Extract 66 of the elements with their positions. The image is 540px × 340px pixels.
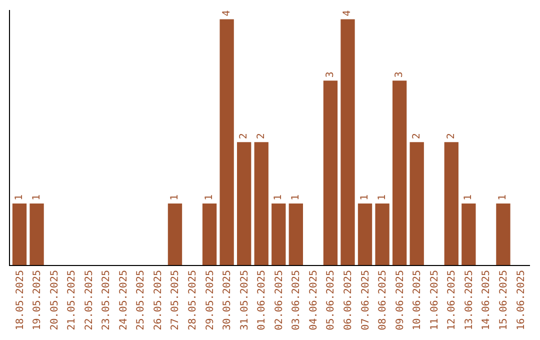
bar: [375, 204, 390, 265]
data-label: 1: [169, 194, 180, 201]
bar: [168, 204, 182, 265]
x-tick-label: 08.06.2025: [378, 270, 389, 330]
x-tick-label: 31.05.2025: [239, 270, 250, 330]
x-tick-label: 27.05.2025: [170, 270, 182, 330]
data-label: 1: [376, 194, 388, 201]
data-label: 1: [290, 194, 302, 201]
x-tick-label: 02.06.2025: [274, 270, 285, 330]
x-tick-label: 23.05.2025: [101, 270, 112, 330]
x-tick-label: 19.05.2025: [32, 270, 44, 330]
bar: [392, 80, 407, 265]
x-tick-label: 07.06.2025: [360, 270, 372, 330]
bar: [410, 142, 424, 265]
data-label: 1: [498, 194, 509, 201]
bar: [340, 19, 355, 265]
data-label: 3: [394, 72, 406, 78]
x-tick-label: 12.06.2025: [446, 270, 458, 330]
bar: [272, 204, 286, 265]
bar: [30, 204, 44, 265]
data-label: 3: [324, 72, 336, 78]
x-tick-label: 20.05.2025: [49, 270, 60, 330]
x-tick-label: 10.06.2025: [412, 270, 424, 330]
data-label: 2: [238, 133, 250, 140]
x-tick-label: 13.06.2025: [464, 270, 475, 330]
x-tick-label: 04.06.2025: [308, 270, 320, 330]
data-label: 4: [221, 10, 232, 16]
data-label: 1: [14, 194, 25, 201]
data-label: 1: [273, 194, 284, 201]
bar: [323, 80, 338, 265]
x-tick-label: 22.05.2025: [84, 270, 95, 330]
data-label: 1: [204, 194, 216, 201]
data-label: 1: [360, 194, 371, 201]
x-tick-label: 24.05.2025: [118, 270, 130, 330]
bar: [444, 142, 458, 265]
x-tick-label: 03.06.2025: [291, 270, 302, 330]
data-label: 2: [411, 133, 422, 140]
x-tick-label: 29.05.2025: [204, 270, 216, 330]
x-tick-label: 21.05.2025: [66, 270, 78, 330]
bar: [462, 204, 476, 265]
x-tick-label: 05.06.2025: [326, 270, 337, 330]
bar: [288, 204, 303, 265]
data-label: 1: [31, 194, 42, 201]
bar: [358, 204, 372, 265]
data-label: 4: [342, 10, 354, 16]
bar: [496, 204, 510, 265]
x-tick-label: 14.06.2025: [481, 270, 492, 330]
x-tick-label: 09.06.2025: [394, 270, 406, 330]
x-tick-label: 25.05.2025: [136, 270, 147, 330]
bar: [202, 204, 217, 265]
x-tick-label: 18.05.2025: [14, 270, 26, 330]
x-tick-label: 06.06.2025: [342, 270, 354, 330]
x-tick-label: 26.05.2025: [152, 270, 164, 330]
bar: [220, 19, 234, 265]
bar: [237, 142, 252, 265]
x-tick-label: 30.05.2025: [222, 270, 234, 330]
bar: [12, 204, 27, 265]
x-tick-label: 15.06.2025: [498, 270, 510, 330]
data-label: 2: [446, 133, 457, 140]
data-label: 1: [463, 194, 474, 201]
bar: [254, 142, 268, 265]
data-label: 2: [256, 133, 267, 140]
x-tick-label: 01.06.2025: [256, 270, 268, 330]
x-tick-label: 16.06.2025: [516, 270, 527, 330]
x-tick-label: 11.06.2025: [429, 270, 440, 330]
x-tick-label: 28.05.2025: [188, 270, 199, 330]
